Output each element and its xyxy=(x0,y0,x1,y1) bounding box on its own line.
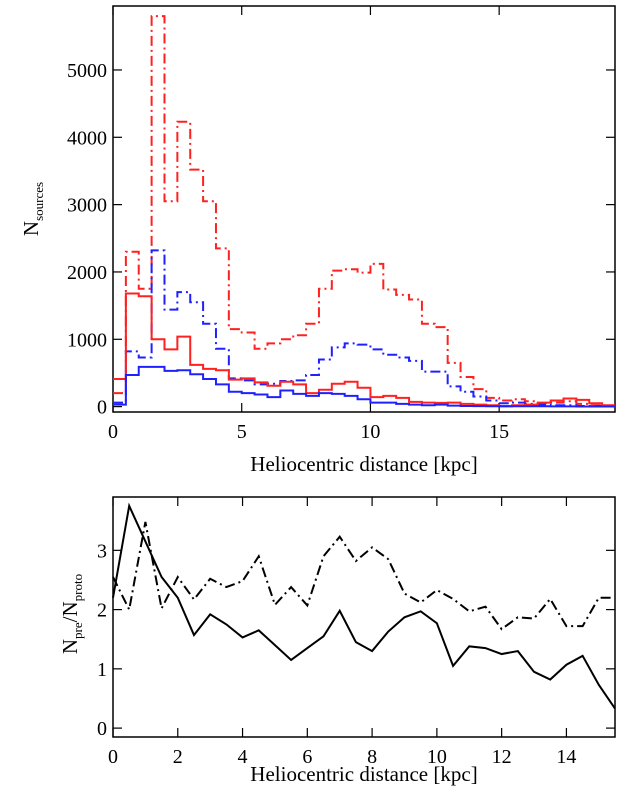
x-tick-label: 0 xyxy=(108,421,118,443)
x-tick-label: 6 xyxy=(302,746,312,768)
x-tick-label: 0 xyxy=(108,746,118,768)
series-line-1 xyxy=(112,521,615,631)
bottom-axis-ticks xyxy=(112,497,615,737)
y-tick-label: 2 xyxy=(97,600,107,622)
series-line-3 xyxy=(113,365,615,408)
bottom-y-tick-labels: 0 1 2 3 xyxy=(97,540,107,740)
x-tick-label: 12 xyxy=(492,746,512,768)
x-tick-label: 5 xyxy=(237,421,247,443)
x-tick-label: 10 xyxy=(427,746,447,768)
series-line-0 xyxy=(112,502,616,710)
y-tick-label: 3 xyxy=(97,540,107,562)
top-series-group xyxy=(113,15,615,408)
x-tick-label: 4 xyxy=(238,746,248,768)
y-tick-label: 3000 xyxy=(67,195,107,217)
top-axis-ticks xyxy=(112,6,615,412)
series-line-1 xyxy=(113,249,615,408)
top-y-axis-title: Nsources xyxy=(19,182,46,236)
top-x-tick-labels: 0 5 10 15 xyxy=(108,421,509,443)
bottom-series-group xyxy=(112,502,616,710)
x-tick-label: 8 xyxy=(367,746,377,768)
y-tick-label: 5000 xyxy=(67,60,107,82)
y-tick-label: 2000 xyxy=(67,262,107,284)
x-tick-label: 15 xyxy=(489,421,509,443)
x-tick-label: 10 xyxy=(360,421,380,443)
x-tick-label: 2 xyxy=(173,746,183,768)
bottom-x-tick-labels: 0 2 4 6 8 10 12 14 xyxy=(108,746,576,768)
y-tick-label: 0 xyxy=(97,718,107,740)
bottom-x-axis-title: Heliocentric distance [kpc] xyxy=(250,762,477,786)
y-tick-label: 1 xyxy=(97,659,107,681)
series-line-0 xyxy=(113,15,615,407)
bottom-plot-frame xyxy=(112,496,616,738)
y-tick-label: 4000 xyxy=(67,127,107,149)
top-x-axis-title: Heliocentric distance [kpc] xyxy=(250,452,477,476)
top-plot-frame xyxy=(112,5,616,413)
top-panel: 0 5 10 15 0 1000 2000 3000 4000 5000 Heliocentri… xyxy=(19,5,616,476)
bottom-y-axis-title: Npre/Nproto xyxy=(58,574,85,654)
y-tick-label: 0 xyxy=(97,397,107,419)
y-tick-label: 1000 xyxy=(67,329,107,351)
x-tick-label: 14 xyxy=(556,746,576,768)
series-line-2 xyxy=(113,292,615,407)
top-y-tick-labels: 0 1000 2000 3000 4000 5000 xyxy=(67,60,107,419)
